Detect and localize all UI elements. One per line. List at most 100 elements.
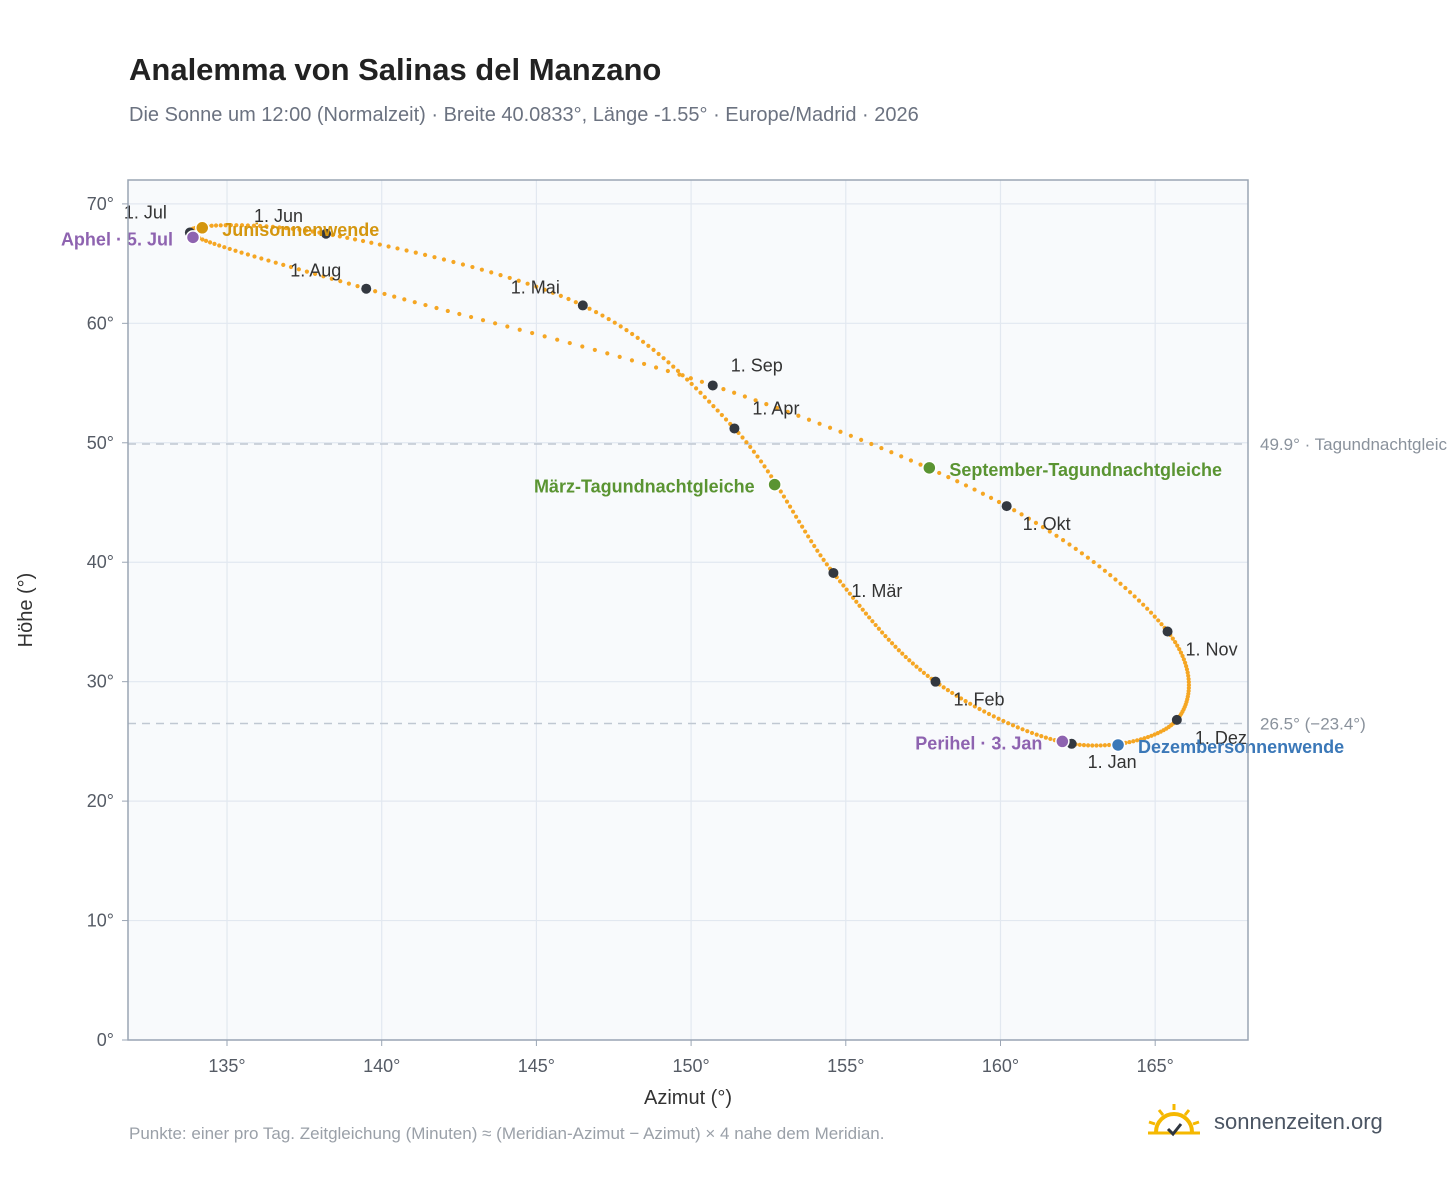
daily-sun-position: [386, 244, 391, 249]
daily-sun-position: [954, 693, 959, 698]
daily-sun-position: [1138, 737, 1143, 742]
daily-sun-position: [1148, 610, 1154, 615]
daily-sun-position: [806, 417, 812, 422]
daily-sun-position: [753, 398, 758, 403]
month-marker[interactable]: [1162, 626, 1173, 637]
month-marker[interactable]: [1171, 714, 1182, 725]
axes: 135° 140° 145° 150° 155° 160° 165° 0° 10° 20° 30° 4…: [15, 194, 1174, 1109]
daily-sun-position: [818, 553, 823, 558]
daily-sun-position: [338, 279, 343, 284]
daily-sun-position: [1094, 743, 1099, 748]
daily-sun-position: [755, 454, 760, 459]
daily-sun-position: [479, 267, 484, 272]
month-marker[interactable]: [321, 228, 332, 239]
daily-sun-position: [321, 274, 326, 279]
daily-sun-position: [200, 237, 205, 242]
event-marker[interactable]: [195, 220, 210, 236]
daily-sun-position: [212, 241, 217, 247]
daily-sun-position: [228, 223, 233, 228]
month-marker[interactable]: [1001, 501, 1012, 512]
daily-sun-position: [883, 634, 888, 639]
daily-sun-position: [273, 260, 278, 265]
daily-sun-position: [893, 644, 898, 649]
reference-lines: 49.9° · Tagundnachtgleiche 26.5° (−23.4°): [128, 435, 1448, 733]
daily-sun-position: [837, 579, 843, 584]
x-tick-label: 160°: [982, 1056, 1019, 1076]
daily-sun-position: [304, 228, 309, 233]
daily-sun-position: [1185, 670, 1190, 675]
daily-sun-position: [677, 372, 682, 377]
x-tick-label: 150°: [672, 1056, 709, 1076]
daily-sun-position: [1067, 542, 1072, 547]
daily-sun-position: [252, 254, 257, 259]
month-marker[interactable]: [729, 423, 740, 434]
daily-sun-position: [863, 611, 869, 616]
x-axis-label: Azimut (°): [644, 1087, 732, 1109]
daily-sun-position: [821, 557, 826, 562]
daily-sun-position: [812, 543, 817, 549]
daily-sun-position: [1039, 734, 1044, 739]
daily-sun-position: [281, 262, 286, 267]
daily-sun-position: [857, 603, 862, 608]
event-marker[interactable]: [1110, 737, 1126, 753]
event-markers: Junisonnenwende Dezembersonnenwende März-T…: [61, 220, 1344, 757]
daily-sun-position: [1145, 734, 1151, 740]
daily-sun-position: [489, 270, 494, 275]
daily-sun-position: [900, 651, 905, 656]
daily-sun-position: [525, 281, 530, 286]
daily-sun-position: [480, 318, 486, 323]
daily-sun-position: [656, 351, 661, 357]
month-label: 1. Jul: [124, 203, 167, 223]
daily-sun-position: [988, 495, 994, 500]
daily-sun-position: [641, 361, 647, 367]
daily-sun-position: [404, 248, 409, 253]
daily-sun-position: [635, 335, 640, 340]
daily-sun-position: [1118, 581, 1123, 586]
daily-sun-position: [815, 548, 820, 553]
daily-sun-position: [542, 334, 547, 339]
daily-sun-position: [270, 224, 276, 229]
daily-sun-position: [493, 321, 498, 326]
daily-sun-position: [1132, 594, 1137, 599]
brand[interactable]: sonnenzeiten.org: [1146, 1102, 1383, 1142]
daily-sun-position: [1047, 529, 1052, 534]
event-marker[interactable]: [767, 477, 782, 492]
daily-sun-position: [203, 238, 209, 243]
daily-sun-position: [530, 330, 535, 336]
daily-sun-position: [1006, 721, 1011, 726]
daily-sun-position: [908, 458, 914, 463]
month-marker[interactable]: [577, 300, 588, 311]
event-marker[interactable]: [922, 460, 937, 476]
month-marker[interactable]: [828, 567, 839, 578]
event-marker[interactable]: [1055, 734, 1070, 749]
daily-sun-position: [896, 648, 901, 653]
daily-sun-position: [605, 351, 610, 356]
daily-sun-position: [507, 275, 512, 281]
daily-sun-position: [592, 347, 597, 353]
y-tick-label: 20°: [87, 791, 114, 811]
daily-sun-position: [972, 487, 977, 492]
daily-sun-position: [355, 284, 360, 289]
daily-sun-position: [1108, 573, 1113, 578]
month-marker[interactable]: [930, 676, 941, 687]
chart-subtitle: Die Sonne um 12:00 (Normalzeit) · Breite…: [129, 104, 919, 126]
daily-sun-position: [1152, 614, 1157, 619]
daily-sun-position: [925, 673, 930, 678]
daily-sun-position: [869, 441, 874, 447]
daily-sun-position: [1106, 742, 1112, 748]
daily-sun-position: [1131, 739, 1136, 744]
daily-sun-position: [982, 709, 987, 714]
daily-sun-position: [758, 459, 764, 464]
x-tick-label: 145°: [518, 1056, 555, 1076]
x-tick-label: 140°: [363, 1056, 400, 1076]
daily-sun-position: [587, 306, 592, 311]
daily-sun-position: [412, 300, 417, 305]
daily-sun-position: [258, 223, 263, 229]
daily-sun-position: [457, 311, 462, 317]
event-marker[interactable]: [185, 230, 201, 245]
daily-sun-position: [227, 246, 232, 252]
daily-sun-position: [800, 524, 805, 529]
daily-sun-position: [986, 711, 992, 717]
month-marker[interactable]: [707, 380, 718, 391]
month-marker[interactable]: [361, 283, 372, 294]
